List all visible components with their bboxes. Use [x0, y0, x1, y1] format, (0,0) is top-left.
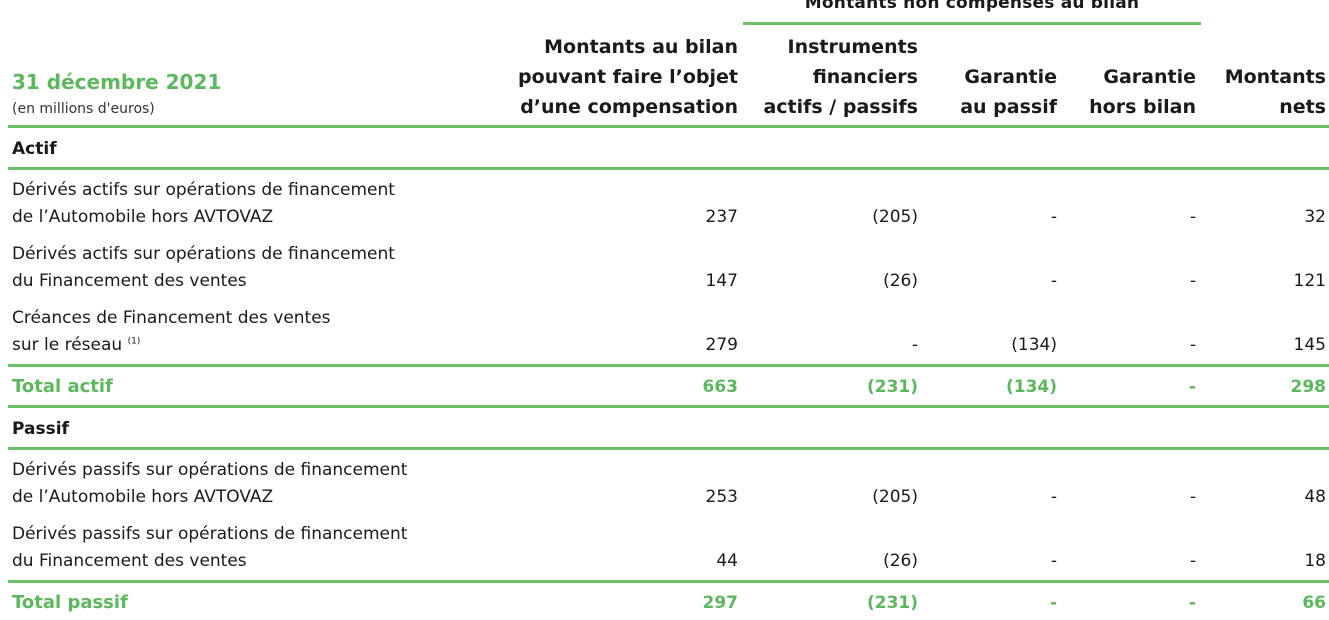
column-header-line: hors bilan: [1089, 96, 1196, 118]
section-label-assets: Actif: [12, 139, 57, 159]
cell-net: 32: [1304, 207, 1326, 227]
total-label: Total actif: [12, 376, 113, 397]
row-label: Dérivés actifs sur opérations de finance…: [12, 177, 492, 231]
cell-net: 145: [1293, 335, 1326, 355]
column-header-net-amounts: Montants nets: [1205, 30, 1326, 122]
row-label-line: de l’Automobile hors AVTOVAZ: [12, 207, 274, 227]
cell-off-balance-guarantee: -: [1189, 551, 1196, 571]
cell-off-balance-guarantee: -: [1189, 487, 1196, 507]
unit-note: (en millions d'euros): [12, 101, 155, 117]
cell-balance: 253: [705, 487, 738, 507]
cell-net: 121: [1293, 271, 1326, 291]
cell-balance: 147: [705, 271, 738, 291]
cell-instruments: (231): [866, 593, 918, 613]
row-label: Créances de Financement des ventes sur l…: [12, 305, 492, 359]
row-label-line: du Financement des ventes: [12, 551, 247, 571]
cell-net: 298: [1290, 377, 1327, 397]
cell-off-balance-guarantee: -: [1189, 271, 1196, 291]
row-label: Dérivés passifs sur opérations de financ…: [12, 521, 492, 575]
total-top-rule: [8, 364, 1329, 367]
row-label-line: de l’Automobile hors AVTOVAZ: [12, 487, 274, 507]
column-header-off-balance-guarantee: Garantie hors bilan: [1065, 30, 1196, 122]
column-header-line: d’une compensation: [520, 96, 738, 118]
total-bottom-rule: [8, 405, 1329, 408]
cell-instruments: (26): [883, 271, 918, 291]
section-rule: [8, 447, 1329, 450]
total-label: Total passif: [12, 592, 128, 613]
footnote-marker: (1): [127, 336, 141, 347]
cell-balance: 237: [705, 207, 738, 227]
cell-liability-guarantee: -: [1050, 271, 1057, 291]
cell-off-balance-guarantee: -: [1189, 335, 1196, 355]
column-header-line: Instruments: [787, 36, 919, 58]
total-top-rule: [8, 580, 1329, 583]
cell-instruments: (231): [866, 377, 918, 397]
cell-liability-guarantee: -: [1050, 487, 1057, 507]
group-header-label: Montants non compensés au bilan: [804, 0, 1140, 13]
column-header-line: financiers: [812, 66, 918, 88]
cell-instruments: (205): [872, 207, 918, 227]
section-rule: [8, 167, 1329, 170]
column-header-line: au passif: [960, 96, 1057, 118]
column-header-liability-guarantee: Garantie au passif: [925, 30, 1057, 122]
row-label-line: Dérivés passifs sur opérations de financ…: [12, 460, 408, 480]
cell-liability-guarantee: (134): [1011, 335, 1057, 355]
row-label-line: du Financement des ventes: [12, 271, 247, 291]
column-header-balance-amounts: Montants au bilan pouvant faire l’objet …: [480, 30, 738, 122]
cell-liability-guarantee: -: [1049, 593, 1057, 613]
row-label: Dérivés actifs sur opérations de finance…: [12, 241, 492, 295]
cell-liability-guarantee: -: [1050, 551, 1057, 571]
column-header-financial-instruments: Instruments financiers actifs / passifs: [743, 30, 918, 122]
column-header-line: Garantie: [964, 66, 1057, 88]
cell-liability-guarantee: (134): [1005, 377, 1057, 397]
header-bottom-rule: [8, 125, 1329, 128]
column-header-line: Garantie: [1103, 66, 1196, 88]
cell-balance: 279: [705, 335, 738, 355]
row-label-line: Dérivés actifs sur opérations de finance…: [12, 244, 395, 264]
column-header-line: Montants: [1224, 66, 1326, 88]
column-header-line: pouvant faire l’objet: [518, 66, 738, 88]
cell-net: 66: [1302, 593, 1326, 613]
cell-off-balance-guarantee: -: [1188, 377, 1196, 397]
column-header-line: actifs / passifs: [763, 96, 918, 118]
cell-balance: 663: [702, 377, 739, 397]
row-label-line: Créances de Financement des ventes: [12, 308, 331, 328]
column-header-line: Montants au bilan: [544, 36, 738, 58]
cell-balance: 297: [702, 593, 739, 613]
cell-liability-guarantee: -: [1050, 207, 1057, 227]
group-header-rule: [743, 22, 1201, 25]
row-label-line: sur le réseau (1): [12, 332, 492, 359]
cell-instruments: (26): [883, 551, 918, 571]
row-label-text: sur le réseau: [12, 335, 123, 355]
cell-instruments: (205): [872, 487, 918, 507]
cell-net: 18: [1304, 551, 1326, 571]
row-label-line: Dérivés actifs sur opérations de finance…: [12, 180, 395, 200]
cell-off-balance-guarantee: -: [1188, 593, 1196, 613]
cell-net: 48: [1304, 487, 1326, 507]
cell-balance: 44: [716, 551, 738, 571]
cell-instruments: -: [911, 335, 918, 355]
column-header-line: nets: [1279, 96, 1326, 118]
row-label-line: Dérivés passifs sur opérations de financ…: [12, 524, 408, 544]
row-label: Dérivés passifs sur opérations de financ…: [12, 457, 492, 511]
table-date-title: 31 décembre 2021: [12, 70, 222, 94]
cell-off-balance-guarantee: -: [1189, 207, 1196, 227]
section-label-liabilities: Passif: [12, 419, 69, 439]
